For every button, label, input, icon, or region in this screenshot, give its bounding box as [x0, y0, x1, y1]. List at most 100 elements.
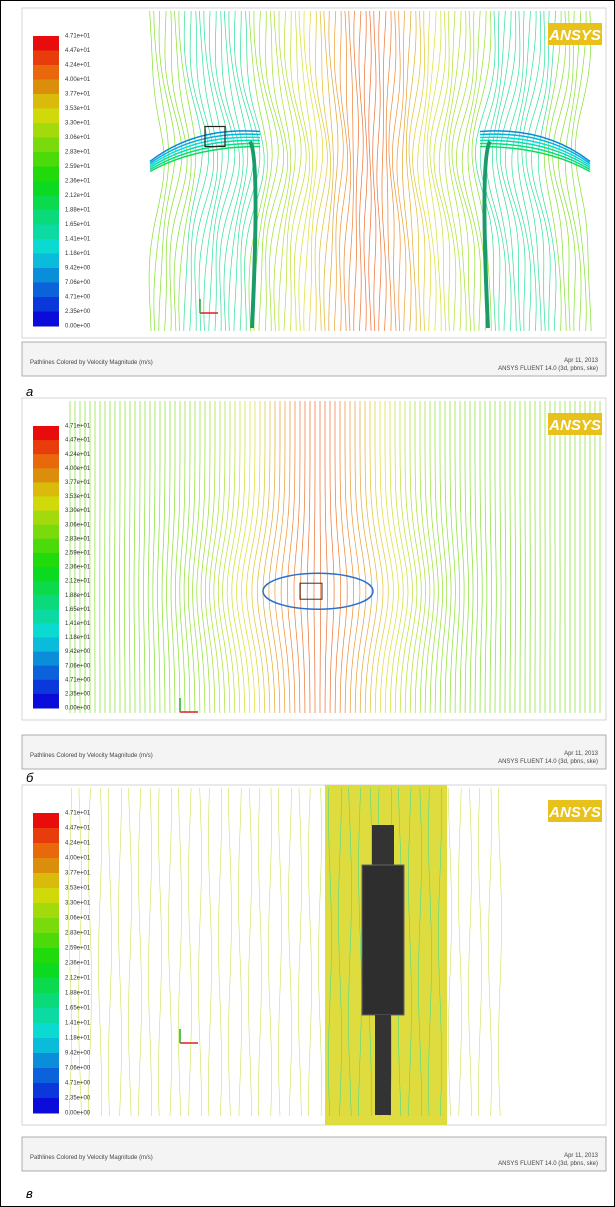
- colorbar-band: [33, 843, 59, 859]
- pathline: [424, 401, 435, 714]
- pathline: [379, 401, 394, 714]
- pathline: [128, 401, 131, 713]
- legend-label: 4.24e+01: [65, 841, 91, 847]
- pathline: [429, 401, 439, 714]
- vortex-line: [149, 130, 261, 163]
- pathline: [328, 10, 339, 332]
- colorbar-band: [33, 978, 59, 994]
- pathline: [287, 401, 296, 714]
- legend-label: 1.88e+01: [65, 593, 91, 599]
- pathline: [152, 401, 156, 714]
- pathline: [339, 401, 348, 714]
- pathline: [456, 10, 476, 332]
- pathline: [374, 401, 389, 714]
- pathline: [451, 10, 472, 332]
- pathline: [405, 10, 417, 332]
- vortex-line: [479, 136, 591, 167]
- pathline: [511, 10, 532, 332]
- legend-label: 4.47e+01: [65, 826, 91, 832]
- pathline: [504, 401, 507, 713]
- legend-label: 2.12e+01: [65, 193, 91, 199]
- colorbar-band: [33, 210, 59, 225]
- pathline: [570, 10, 587, 332]
- footer-solver: ANSYS FLUENT 14.0 (3d, pbns, ske): [498, 366, 598, 372]
- pathline: [479, 401, 483, 714]
- pathline: [489, 401, 492, 713]
- pathline: [438, 10, 457, 332]
- legend-label: 4.00e+01: [65, 466, 91, 472]
- pathline: [348, 10, 354, 332]
- colorbar-band: [33, 426, 59, 441]
- colorbar-band: [33, 36, 59, 51]
- legend-label: 9.42e+00: [65, 1051, 91, 1057]
- pathline: [448, 788, 452, 1117]
- legend-label: 7.06e+00: [65, 280, 91, 286]
- footer-title: Pathlines Colored by Velocity Magnitude …: [30, 753, 153, 759]
- pathline: [218, 787, 222, 1117]
- pathline: [228, 788, 232, 1117]
- vortex-line: [479, 139, 591, 169]
- legend-label: 2.83e+01: [65, 150, 91, 156]
- pathline: [334, 401, 342, 714]
- legend-label: 4.47e+01: [65, 48, 91, 54]
- colorbar-band: [33, 50, 59, 66]
- colorbar-band: [33, 224, 59, 240]
- pathline: [324, 401, 328, 714]
- legend-label: 3.53e+01: [65, 886, 91, 892]
- pathline: [147, 401, 151, 713]
- colorbar-band: [33, 693, 59, 709]
- pathline: [419, 401, 431, 714]
- pathline: [514, 401, 516, 713]
- pathline: [372, 10, 377, 332]
- legend-label: 4.24e+01: [65, 63, 91, 69]
- pathline: [314, 10, 328, 332]
- vortex-line: [479, 145, 591, 173]
- footer-solver: ANSYS FLUENT 14.0 (3d, pbns, ske): [498, 1161, 598, 1167]
- pathline: [178, 787, 182, 1117]
- pathline: [353, 10, 359, 331]
- vortex-line: [479, 130, 591, 163]
- pathline: [233, 10, 255, 332]
- viewport: [21, 7, 607, 339]
- logo: ANSYS: [548, 804, 601, 821]
- pathline: [333, 10, 344, 332]
- legend-label: 4.47e+01: [65, 438, 91, 444]
- pathline: [537, 10, 557, 332]
- footer: [21, 734, 607, 770]
- footer-date: Apr 11, 2013: [564, 1153, 599, 1159]
- pathline: [469, 401, 474, 714]
- pathline: [409, 401, 422, 714]
- pathline: [148, 10, 165, 332]
- pathline: [509, 401, 512, 713]
- pathline: [214, 10, 236, 332]
- pathline: [118, 788, 122, 1117]
- pathline: [303, 10, 318, 332]
- legend-label: 1.18e+01: [65, 635, 91, 641]
- panel: 4.71e+01 4.47e+01 4.24e+01 4.00e+01 3.77e+01…: [21, 7, 607, 399]
- pathline: [166, 401, 171, 713]
- colorbar-band: [33, 440, 59, 455]
- colorbar-band: [33, 623, 59, 638]
- colorbar-band: [33, 581, 59, 596]
- vortex-line: [149, 145, 261, 173]
- legend-label: 3.06e+01: [65, 916, 91, 922]
- colorbar-band: [33, 94, 59, 109]
- pathline: [328, 787, 332, 1117]
- pathline: [499, 401, 502, 713]
- pathline: [471, 10, 492, 331]
- legend-label: 2.59e+01: [65, 550, 91, 556]
- legend-label: 4.71e+01: [65, 811, 91, 817]
- pathline: [239, 11, 261, 332]
- pathline: [158, 787, 162, 1117]
- colorbar-band: [33, 828, 59, 844]
- pathline: [164, 10, 183, 332]
- pathline: [148, 787, 152, 1117]
- pathline: [458, 787, 462, 1117]
- legend-label: 4.71e+00: [65, 677, 91, 683]
- pathline: [484, 401, 488, 714]
- pathline: [519, 401, 521, 713]
- pathline: [478, 787, 482, 1117]
- pathline: [479, 10, 501, 332]
- legend-label: 3.30e+01: [65, 121, 91, 127]
- colorbar-band: [33, 65, 59, 80]
